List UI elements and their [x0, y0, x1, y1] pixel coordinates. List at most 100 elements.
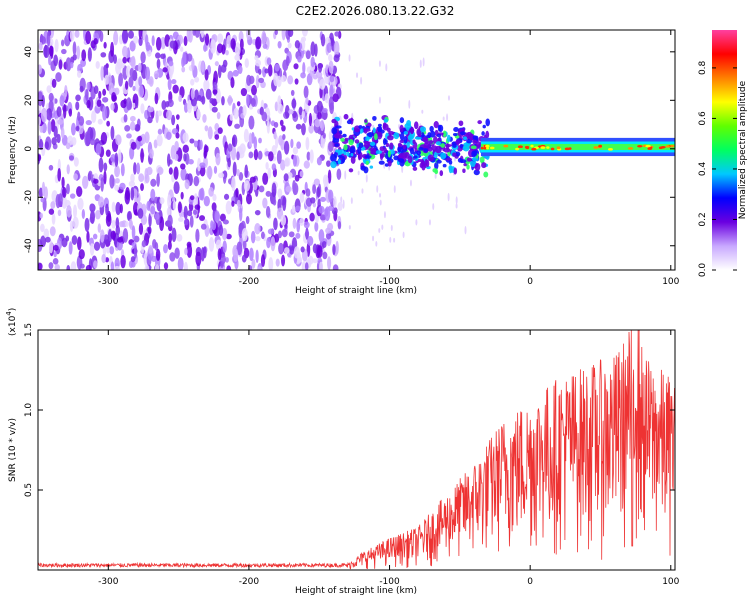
heat-cell [130, 256, 136, 263]
heat-cell [298, 106, 303, 116]
tone-peak [665, 145, 670, 148]
colorbar-tick-label: 0.0 [698, 263, 708, 278]
heat-cell [220, 64, 227, 73]
heat-cell [246, 74, 252, 87]
heat-cell [215, 152, 221, 166]
heat-cell [455, 196, 458, 205]
heat-cell [255, 59, 262, 67]
y-tick-label: 0 [24, 146, 34, 152]
heat-cell [182, 132, 189, 143]
heat-cell [273, 131, 277, 140]
heat-cell [267, 63, 273, 77]
heat-cell [97, 118, 103, 125]
heat-cell [183, 205, 188, 220]
heat-cell [407, 134, 413, 141]
heat-cell [85, 264, 92, 270]
heat-cell [375, 240, 378, 247]
heat-cell [434, 173, 437, 179]
heat-cell [335, 125, 342, 129]
tone-peak [483, 146, 487, 150]
heat-cell [288, 231, 295, 238]
heat-cell [303, 221, 310, 229]
heat-cell [234, 42, 241, 57]
heat-cell [140, 51, 146, 64]
heat-cell [76, 70, 82, 78]
heat-cell [114, 265, 121, 270]
heat-cell [452, 132, 458, 137]
heat-cell [63, 103, 67, 119]
heat-cell [86, 230, 90, 243]
heat-cell [332, 264, 339, 270]
heat-cell [182, 144, 189, 154]
heat-cell [409, 147, 415, 155]
tone-peak [530, 144, 534, 148]
heat-cell [293, 246, 300, 259]
heat-cell [283, 173, 289, 182]
heat-cell [271, 163, 277, 171]
heat-cell [485, 118, 491, 127]
heat-cell [379, 199, 382, 206]
heat-cell [38, 116, 42, 126]
heat-cell [48, 240, 54, 254]
heat-cell [61, 196, 68, 209]
heat-cell [337, 202, 343, 211]
heat-cell [38, 138, 44, 151]
heat-cell [246, 94, 250, 107]
heat-cell [470, 145, 477, 150]
heat-cell [266, 120, 270, 134]
heat-cell [337, 221, 342, 230]
heat-cell [387, 150, 391, 158]
heat-cell [113, 54, 118, 64]
spectrogram-y-label: Frequency (Hz) [8, 116, 18, 184]
heat-cell [138, 222, 144, 235]
heat-cell [219, 213, 226, 222]
heat-cell [57, 193, 63, 208]
heat-cell [434, 169, 439, 175]
heat-cell [375, 150, 383, 155]
heat-cell [328, 189, 334, 203]
heat-cell [342, 133, 347, 138]
heat-cell [474, 162, 481, 171]
heat-cell [84, 131, 91, 147]
heat-cell [344, 170, 347, 180]
heat-cell [281, 125, 286, 132]
heat-cell [172, 84, 179, 94]
heat-cell [85, 119, 92, 126]
heat-cell [365, 160, 369, 166]
heat-cell [110, 125, 115, 141]
heat-cell [155, 36, 162, 51]
heat-cell [60, 39, 65, 47]
heat-cell [268, 151, 274, 162]
heat-cell [172, 31, 179, 40]
heat-cell [413, 155, 418, 159]
heat-cell [234, 123, 241, 129]
heat-cell [302, 62, 306, 75]
heat-cell [265, 161, 269, 170]
heat-cell [369, 141, 376, 147]
heat-cell [75, 101, 80, 111]
heat-cell [131, 225, 136, 240]
heat-cell [114, 87, 120, 96]
heat-cell [348, 139, 354, 146]
heat-cell [111, 91, 117, 102]
heat-cell [177, 201, 182, 214]
heat-cell [172, 200, 177, 211]
heat-cell [106, 246, 110, 254]
heat-cell [109, 174, 115, 189]
heat-cell [243, 180, 251, 192]
tone-peak [568, 147, 572, 150]
heat-cell [211, 106, 218, 113]
heat-cell [284, 157, 291, 167]
snr-x-ticks: -300 -200 -100 0 100 [98, 330, 680, 587]
heat-cell [229, 113, 234, 121]
tone-peak [515, 147, 520, 151]
heat-cell [404, 122, 412, 129]
heat-cell [138, 37, 143, 46]
heat-cell [348, 225, 351, 230]
heat-cell [48, 55, 52, 66]
heat-cell [231, 134, 238, 148]
heat-cell [41, 95, 45, 108]
heat-cell [292, 182, 299, 196]
heat-cell [272, 198, 277, 206]
